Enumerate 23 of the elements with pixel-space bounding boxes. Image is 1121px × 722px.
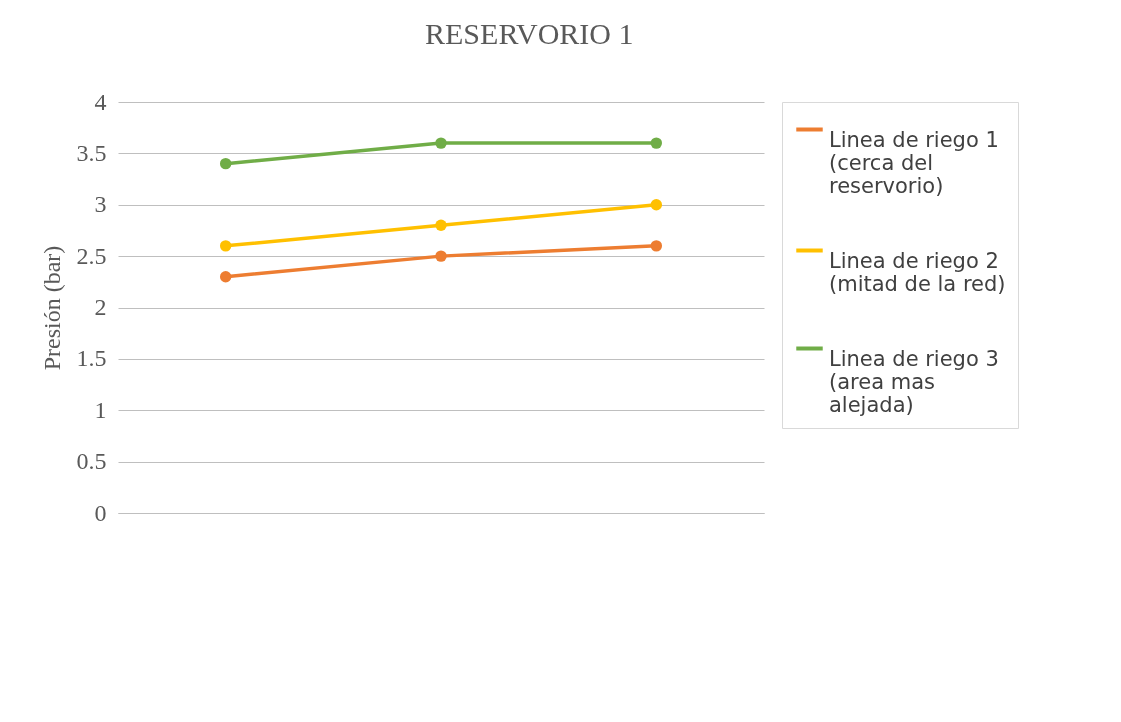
point (650, 137, 663, 149)
legend-label: Linea de riego 2 (mitad de la red) (829, 248, 1006, 296)
point (219, 157, 232, 170)
legend-label: Linea de riego 3 (area mas alejada) (829, 346, 999, 417)
point (650, 240, 663, 252)
point (219, 270, 232, 283)
y-tick-label: 1.5 (76, 345, 107, 372)
y-tick-label: 0.5 (76, 448, 107, 475)
y-tick-label: 4 (94, 88, 107, 115)
legend-label: Linea de riego 1 (cerca del reservorio) (829, 127, 999, 198)
y-tick-label: 3 (94, 191, 107, 218)
y-axis-title: Presión (bar) (38, 245, 65, 371)
chart-title: RESERVORIO 1 (425, 17, 634, 50)
y-tick-label: 0 (94, 499, 107, 526)
point (650, 199, 663, 211)
y-tick-label: 2.5 (76, 242, 107, 269)
point (435, 250, 447, 262)
y-tick-label: 1 (94, 396, 107, 423)
point (435, 137, 447, 149)
point (219, 240, 232, 252)
y-tick-label: 3.5 (76, 139, 107, 166)
point (435, 219, 447, 231)
y-tick-label: 2 (94, 294, 107, 320)
